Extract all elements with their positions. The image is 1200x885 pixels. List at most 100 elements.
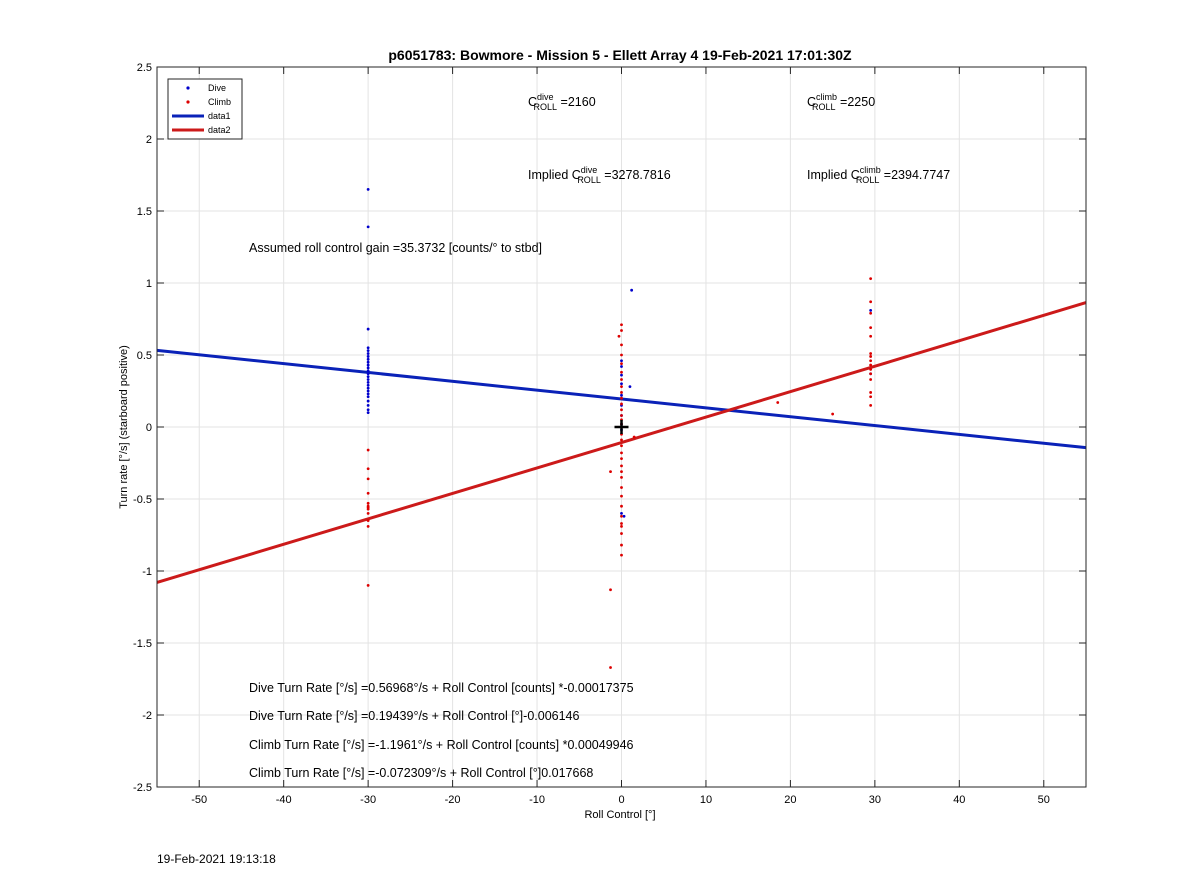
point-climb	[620, 494, 623, 498]
legend-label: data1	[208, 111, 231, 121]
point-climb	[366, 501, 370, 505]
point-climb	[620, 391, 623, 394]
point-dive	[366, 349, 370, 353]
point-climb	[366, 477, 370, 481]
point-climb	[366, 448, 370, 452]
point-dive	[366, 389, 370, 393]
line-data2	[156, 301, 1087, 584]
y-axis-label: Turn rate [°/s] (starboard positive)	[118, 345, 130, 509]
point-climb	[869, 334, 873, 338]
point-dive	[620, 393, 623, 397]
point-climb	[620, 362, 623, 366]
y-tick-label: -1.5	[133, 638, 152, 650]
point-climb	[620, 343, 623, 347]
point-climb	[620, 396, 623, 400]
chart-title: p6051783: Bowmore - Mission 5 - Ellett A…	[388, 47, 852, 63]
y-tick-label: 0	[146, 422, 152, 434]
point-climb	[869, 355, 873, 358]
point-climb	[869, 372, 873, 376]
x-tick-label: -10	[529, 794, 545, 806]
point-climb	[620, 514, 623, 518]
legend-marker-climb	[186, 100, 190, 104]
point-dive	[366, 404, 370, 407]
x-tick-label: 20	[784, 794, 796, 806]
x-tick-label: 30	[869, 794, 881, 806]
point-dive	[620, 359, 623, 363]
annotation-eq3: Climb Turn Rate [°/s] =-1.1961°/s + Roll…	[249, 738, 634, 752]
point-climb	[776, 401, 780, 404]
point-climb	[869, 363, 873, 367]
point-climb	[620, 370, 623, 374]
x-tick-label: -50	[191, 794, 207, 806]
point-dive	[869, 308, 873, 312]
annotation-implied-climb: Implied Cclimb ROLL =2394.7747	[807, 165, 950, 185]
y-tick-label: 2	[146, 134, 152, 146]
point-dive	[366, 395, 370, 399]
point-climb	[620, 353, 623, 357]
point-dive	[620, 365, 623, 368]
point-dive	[366, 327, 370, 331]
legend-label: Climb	[208, 97, 231, 107]
point-dive	[366, 225, 370, 229]
point-dive	[366, 357, 370, 361]
point-climb	[620, 414, 623, 417]
point-climb	[869, 378, 873, 381]
legend: Dive Climb data1 data2	[167, 78, 243, 140]
point-climb	[609, 666, 612, 669]
point-dive	[630, 288, 634, 292]
point-climb	[620, 524, 623, 528]
legend-label: Dive	[208, 83, 226, 93]
point-dive	[366, 369, 370, 373]
annotation-gain: Assumed roll control gain =35.3732 [coun…	[249, 241, 542, 255]
point-dive	[366, 363, 370, 367]
print-timestamp: 19-Feb-2021 19:13:18	[157, 852, 276, 866]
point-dive	[366, 411, 370, 414]
annotation-implied-dive: Implied Cdive ROLL =3278.7816	[528, 165, 671, 185]
point-climb	[620, 504, 623, 508]
point-dive	[366, 375, 370, 378]
point-dive	[366, 352, 370, 355]
point-climb	[366, 491, 370, 495]
point-climb	[620, 457, 623, 461]
x-tick-label: -20	[445, 794, 461, 806]
point-dive	[628, 385, 632, 389]
point-climb	[620, 543, 623, 547]
legend-marker-dive	[186, 86, 190, 90]
point-dive	[366, 372, 370, 376]
point-dive	[366, 386, 370, 390]
legend-box	[167, 78, 243, 140]
point-dive	[366, 346, 370, 350]
annotation-eq2: Dive Turn Rate [°/s] =0.19439°/s + Roll …	[249, 709, 579, 723]
point-climb	[620, 385, 623, 389]
point-climb	[869, 404, 873, 407]
point-dive	[366, 392, 370, 396]
annotation-c-roll-dive: Cdive ROLL =2160	[528, 92, 596, 112]
point-dive	[366, 188, 370, 191]
point-dive	[366, 383, 370, 387]
point-climb	[869, 326, 873, 330]
point-climb	[869, 359, 873, 363]
point-climb	[869, 300, 873, 304]
point-climb	[366, 507, 370, 511]
point-climb	[620, 451, 623, 455]
point-climb	[869, 311, 873, 315]
point-climb	[366, 467, 370, 471]
point-climb	[869, 352, 873, 355]
y-tick-label: -1	[142, 566, 152, 578]
x-tick-label: 50	[1038, 794, 1050, 806]
annotation-eq1: Dive Turn Rate [°/s] =0.56968°/s + Roll …	[249, 681, 634, 695]
point-climb	[620, 553, 623, 557]
point-climb	[620, 438, 623, 442]
point-climb	[366, 512, 370, 515]
annotation-eq4: Climb Turn Rate [°/s] =-0.072309°/s + Ro…	[249, 766, 593, 780]
point-climb	[620, 464, 623, 468]
y-tick-label: 2.5	[137, 62, 152, 74]
point-dive	[366, 366, 370, 370]
point-climb	[869, 395, 873, 399]
point-climb	[620, 378, 623, 381]
point-climb	[609, 588, 612, 592]
y-tick-label: 0.5	[137, 350, 152, 362]
point-climb	[620, 402, 623, 406]
